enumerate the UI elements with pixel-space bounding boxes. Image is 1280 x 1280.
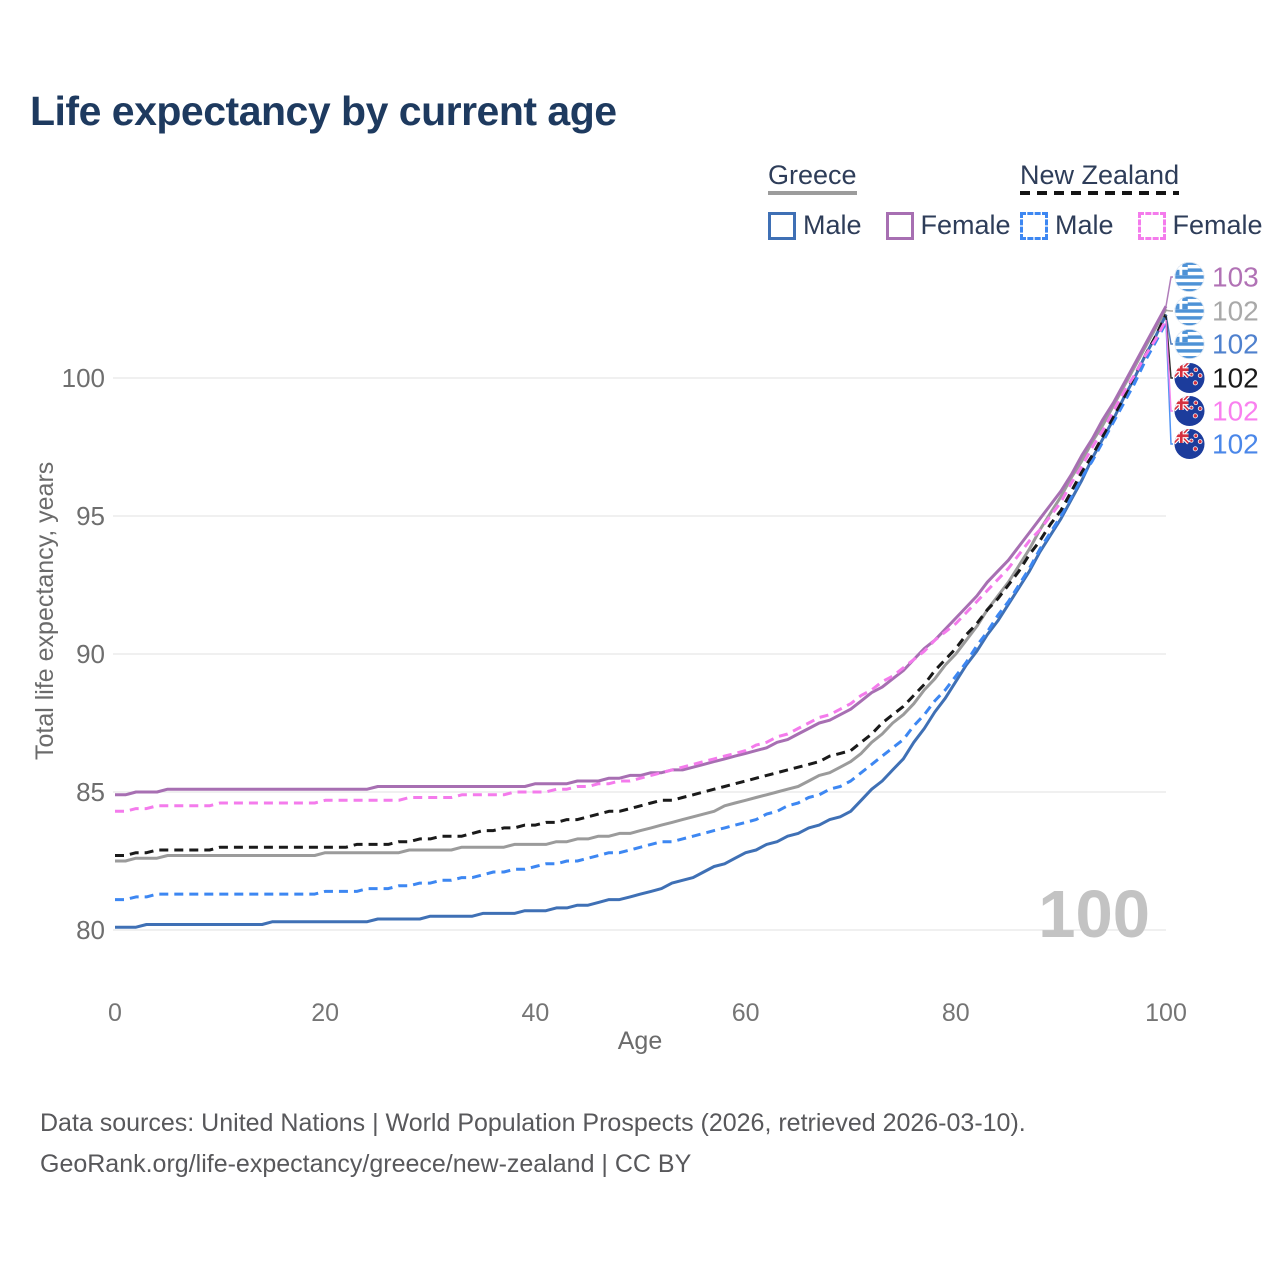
end-value-label: 102	[1212, 363, 1259, 394]
legend-country-greece[interactable]: Greece	[768, 160, 857, 201]
legend-country-greece-label: Greece	[768, 160, 857, 190]
end-value-label: 102	[1212, 329, 1259, 360]
greece-average-line-swatch-icon	[768, 191, 857, 195]
legend-item-new-zealand-male-label: Male	[1055, 210, 1114, 240]
x-tick-label: 20	[311, 999, 339, 1027]
legend-country-new-zealand[interactable]: New Zealand	[1020, 160, 1180, 201]
y-axis-title: Total life expectancy, years	[31, 461, 59, 760]
end-label-leader	[1165, 315, 1173, 379]
new-zealand-flag-icon	[1174, 396, 1205, 427]
legend-item-greece-female-label: Female	[920, 210, 1011, 240]
end-label-leader	[1165, 276, 1173, 307]
x-tick-label: 100	[1145, 999, 1187, 1027]
legend-group-greece: Greece Male Female	[768, 160, 1011, 241]
greece-female-swatch-icon	[885, 211, 914, 240]
legend-item-greece-female[interactable]: Female	[885, 210, 1011, 241]
footer-attribution: GeoRank.org/life-expectancy/greece/new-z…	[40, 1150, 692, 1178]
legend-item-greece-male-label: Male	[803, 210, 862, 240]
y-tick-label: 95	[76, 501, 105, 531]
footer: Data sources: United Nations | World Pop…	[40, 1103, 1026, 1185]
end-label-leader	[1165, 319, 1173, 412]
legend-item-greece-male[interactable]: Male	[768, 210, 862, 241]
end-label-leader	[1165, 314, 1173, 345]
y-tick-label: 100	[62, 363, 105, 393]
series-line-greece-male[interactable]	[115, 313, 1168, 929]
legend-item-new-zealand-male[interactable]: Male	[1020, 210, 1114, 241]
end-value-label: 102	[1212, 396, 1259, 427]
legend-country-new-zealand-label: New Zealand	[1020, 160, 1180, 190]
x-tick-label: 80	[942, 999, 970, 1027]
x-tick-label: 40	[521, 999, 549, 1027]
new-zealand-male-swatch-icon	[1020, 211, 1048, 240]
gridlines	[113, 377, 1166, 931]
series-line-new-zealand-female[interactable]	[115, 319, 1168, 813]
x-tick-label: 0	[108, 999, 122, 1027]
end-value-label: 102	[1212, 296, 1259, 327]
end-value-label: 103	[1212, 262, 1259, 293]
new-zealand-average-line-swatch-icon	[1020, 191, 1180, 195]
greece-flag-icon	[1174, 262, 1205, 293]
legend-group-new-zealand: New Zealand Male Female	[1020, 160, 1263, 241]
series-lines	[115, 305, 1168, 929]
legend-item-new-zealand-female-label: Female	[1172, 210, 1263, 240]
greece-flag-icon	[1174, 296, 1205, 327]
greece-male-swatch-icon	[768, 211, 796, 240]
end-value-label: 102	[1212, 429, 1259, 460]
y-tick-label: 85	[76, 777, 105, 807]
y-tick-label: 80	[76, 915, 105, 945]
x-tick-label: 60	[732, 999, 760, 1027]
new-zealand-flag-icon	[1174, 429, 1205, 460]
greece-flag-icon	[1174, 329, 1205, 360]
current-age-watermark: 100	[1038, 877, 1150, 952]
footer-data-sources: Data sources: United Nations | World Pop…	[40, 1109, 1026, 1137]
series-line-new-zealand-male[interactable]	[115, 322, 1168, 902]
axis-tick-labels: 80 85 90 95 100 0 20 40 60 80 100	[62, 363, 1187, 1027]
end-label-leader	[1165, 309, 1173, 312]
series-line-new-zealand[interactable]	[115, 313, 1168, 857]
x-axis-title: Age	[617, 1027, 663, 1055]
page-title: Life expectancy by current age	[30, 88, 617, 134]
series-line-greece-female[interactable]	[115, 305, 1168, 797]
legend-item-new-zealand-female[interactable]: Female	[1137, 210, 1263, 241]
y-tick-label: 90	[76, 639, 105, 669]
new-zealand-flag-icon	[1174, 363, 1205, 394]
new-zealand-female-swatch-icon	[1137, 211, 1166, 240]
